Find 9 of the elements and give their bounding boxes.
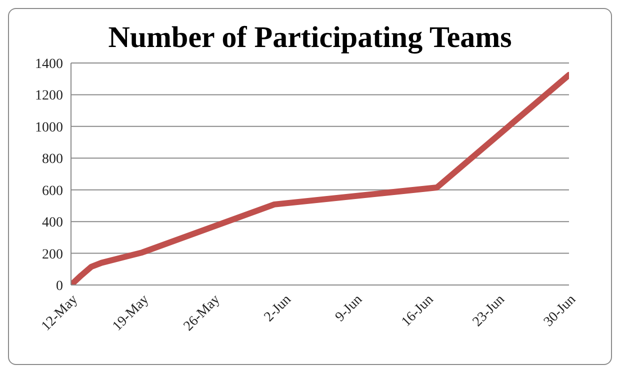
chart-title: Number of Participating Teams: [107, 21, 513, 55]
y-tick-label: 600: [42, 184, 63, 199]
y-tick-label: 400: [42, 216, 63, 231]
y-tick-label: 1200: [35, 88, 63, 104]
y-tick-label: 200: [42, 247, 63, 262]
y-tick-label: 0: [56, 278, 63, 294]
y-tick-label: 1400: [35, 56, 63, 72]
y-tick-label: 1000: [35, 120, 63, 136]
y-tick-label: 800: [42, 152, 63, 168]
